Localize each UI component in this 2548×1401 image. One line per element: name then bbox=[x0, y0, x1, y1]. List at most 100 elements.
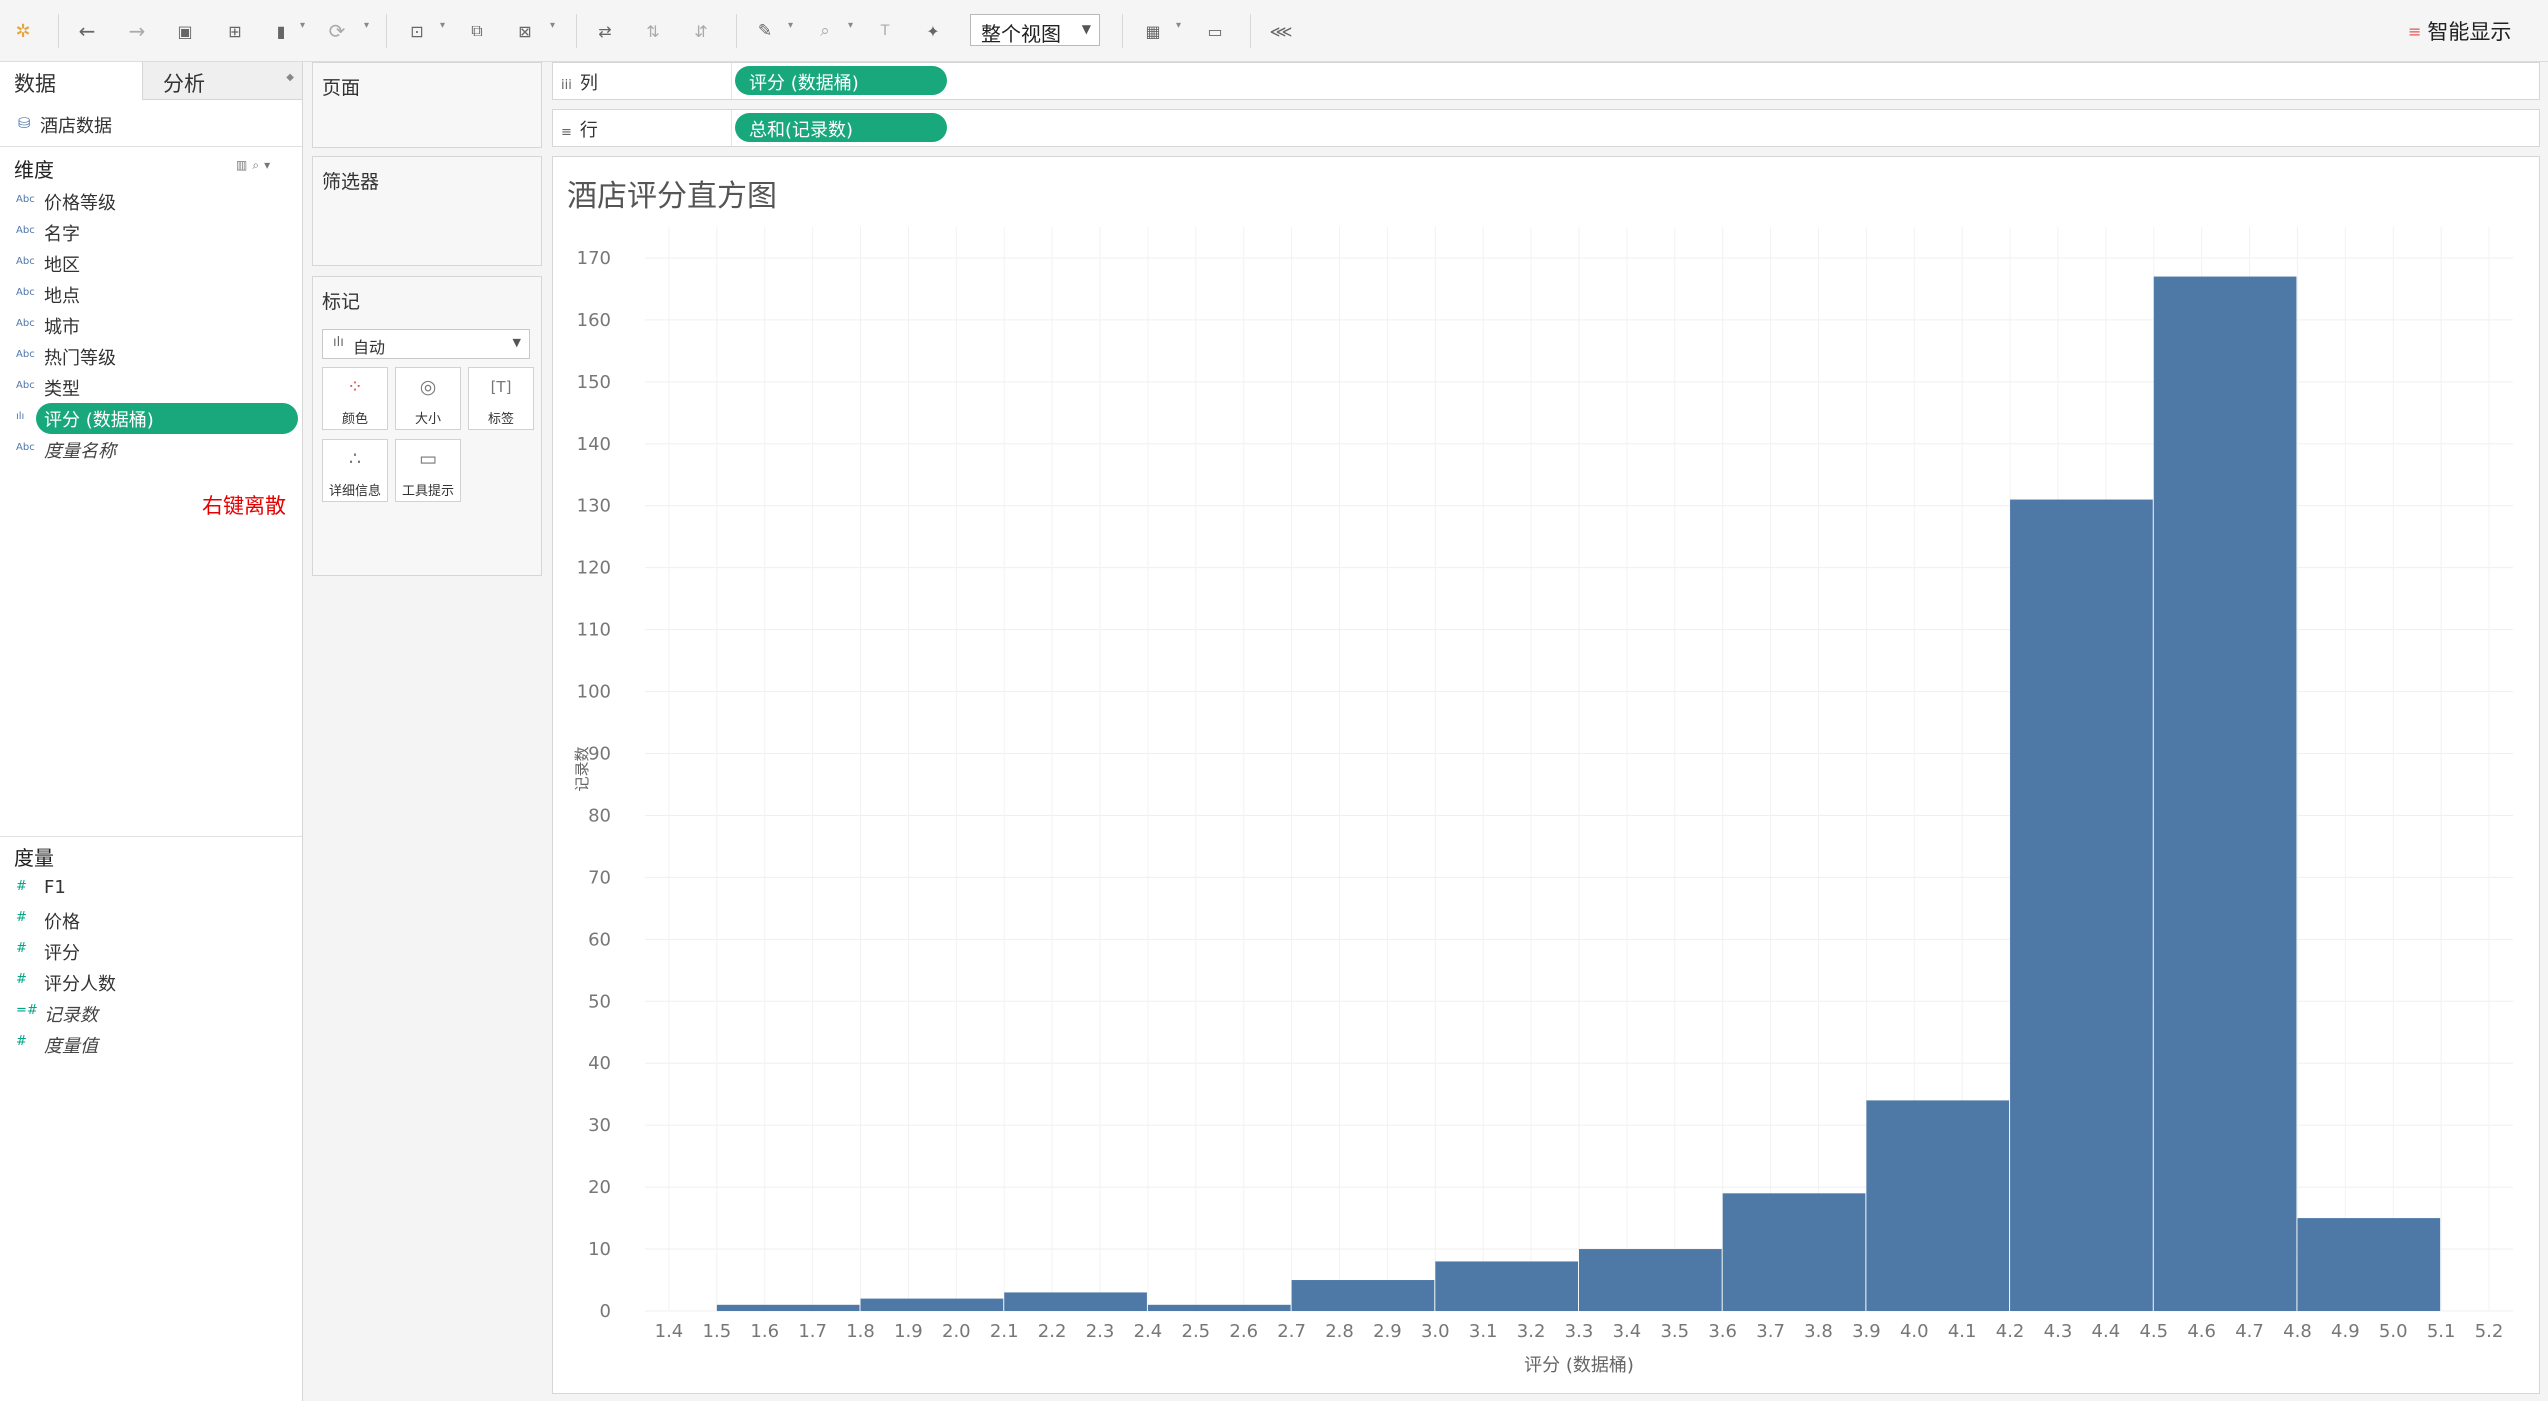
refresh-caret-icon[interactable]: ▾ bbox=[364, 20, 370, 31]
show-cards-caret-icon[interactable]: ▾ bbox=[1176, 20, 1182, 31]
pause-caret-icon[interactable]: ▾ bbox=[300, 20, 306, 31]
tableau-logo-icon[interactable]: ✲ bbox=[15, 20, 31, 42]
columns-shelf-label: iii 列 bbox=[561, 69, 606, 95]
measure-field[interactable]: # 评分人数 bbox=[0, 967, 302, 998]
tab-collapse-icon[interactable]: ◆ bbox=[286, 72, 294, 83]
filters-card[interactable]: 筛选器 bbox=[312, 156, 542, 266]
histogram-bar[interactable] bbox=[2153, 276, 2297, 1311]
highlight-icon[interactable]: ✎ bbox=[757, 21, 773, 41]
new-sheet-caret-icon[interactable]: ▾ bbox=[440, 20, 446, 31]
histogram-bar[interactable] bbox=[1866, 1100, 2010, 1311]
tooltip-label: 工具提示 bbox=[401, 484, 454, 499]
group-icon[interactable]: ⌕ bbox=[820, 21, 830, 41]
fit-select[interactable]: 整个视图 ▼ bbox=[970, 14, 1100, 46]
measure-field[interactable]: # 价格 bbox=[0, 905, 302, 936]
histogram-bar[interactable] bbox=[1722, 1193, 1866, 1311]
measure-field[interactable]: # 度量值 bbox=[0, 1029, 302, 1060]
rows-shelf[interactable]: ≡ 行 总和(记录数) bbox=[552, 109, 2540, 147]
dimension-field[interactable]: Abc 度量名称 bbox=[0, 434, 302, 465]
x-tick-label: 2.1 bbox=[990, 1321, 1019, 1342]
dimension-field-selected[interactable]: ılı 评分 (数据桶) bbox=[16, 403, 298, 434]
histogram-bar[interactable] bbox=[2010, 499, 2153, 1311]
annotation-note: 右键离散 bbox=[202, 494, 286, 518]
tab-analysis[interactable]: 分析 ◆ bbox=[142, 62, 302, 100]
group-caret-icon[interactable]: ▾ bbox=[848, 20, 854, 31]
histogram-bar[interactable] bbox=[1147, 1304, 1291, 1311]
label-button[interactable]: [T] 标签 bbox=[468, 367, 534, 430]
color-button[interactable]: ⁘ 颜色 bbox=[322, 367, 388, 430]
dimension-field[interactable]: Abc 热门等级 bbox=[0, 341, 302, 372]
new-sheet-icon[interactable]: ⊡ bbox=[410, 21, 424, 41]
redo-icon[interactable]: → bbox=[128, 19, 146, 43]
presentation-icon[interactable]: ▭ bbox=[1207, 21, 1223, 41]
dimension-field[interactable]: Abc 价格等级 bbox=[0, 186, 302, 217]
undo-icon[interactable]: ← bbox=[78, 19, 96, 43]
detail-button[interactable]: ∴ 详细信息 bbox=[322, 439, 388, 502]
highlight-caret-icon[interactable]: ▾ bbox=[788, 20, 794, 31]
y-tick-label: 140 bbox=[577, 434, 611, 455]
measure-field[interactable]: # F1 bbox=[0, 874, 302, 905]
bar-chart-icon: ılı bbox=[333, 335, 344, 350]
size-button[interactable]: ◎ 大小 bbox=[395, 367, 461, 430]
refresh-icon[interactable]: ⟳ bbox=[328, 19, 346, 43]
pane-divider[interactable] bbox=[0, 836, 302, 837]
histogram-bar[interactable] bbox=[2297, 1218, 2441, 1311]
datasource-item[interactable]: ⛁ 酒店数据 bbox=[0, 102, 302, 147]
pages-card[interactable]: 页面 bbox=[312, 62, 542, 148]
share-icon[interactable]: ⋘ bbox=[1269, 21, 1293, 41]
histogram-bar[interactable] bbox=[1435, 1261, 1578, 1311]
pause-icon[interactable]: ▮ bbox=[276, 21, 286, 41]
y-tick-label: 90 bbox=[588, 744, 611, 765]
x-axis-title[interactable]: 评分 (数据桶) bbox=[1524, 1355, 1634, 1376]
new-datasource-icon[interactable]: ⊞ bbox=[228, 21, 242, 41]
view-title[interactable]: 酒店评分直方图 bbox=[567, 179, 777, 214]
histogram-chart[interactable]: 0 10 20 30 40 50 60 70 80 90 100 110 120 130 140 150 160… bbox=[553, 157, 2539, 1393]
view-area[interactable]: 酒店评分直方图 0 10 20 30 40 50 60 70 80 90 100 110 120 130 1… bbox=[552, 156, 2540, 1394]
mark-type-select[interactable]: ılı 自动 ▼ bbox=[322, 329, 530, 359]
string-type-icon: Abc bbox=[16, 349, 35, 360]
tooltip-button[interactable]: ▭ 工具提示 bbox=[395, 439, 461, 502]
clear-icon[interactable]: ⊠ bbox=[518, 21, 532, 41]
histogram-bar[interactable] bbox=[860, 1298, 1004, 1311]
y-axis-title[interactable]: 记录数 bbox=[573, 746, 591, 791]
measure-field[interactable]: # 评分 bbox=[0, 936, 302, 967]
grid-icon[interactable]: ▥ bbox=[236, 158, 253, 172]
field-name: 价格 bbox=[44, 912, 80, 933]
x-tick-label: 4.1 bbox=[1948, 1321, 1977, 1342]
sort-desc-icon[interactable]: ⇵ bbox=[694, 21, 708, 41]
rows-pill[interactable]: 总和(记录数) bbox=[735, 113, 947, 142]
tab-data[interactable]: 数据 bbox=[0, 62, 142, 100]
show-cards-icon[interactable]: ▦ bbox=[1145, 21, 1161, 41]
tab-analysis-label: 分析 bbox=[163, 72, 205, 96]
dimension-field[interactable]: Abc 地点 bbox=[0, 279, 302, 310]
pin-icon[interactable]: ✦ bbox=[926, 21, 940, 41]
swap-icon[interactable]: ⇄ bbox=[598, 21, 612, 41]
save-icon[interactable]: ▣ bbox=[177, 21, 193, 41]
menu-caret-icon[interactable]: ▾ bbox=[264, 158, 276, 172]
label-icon[interactable]: T bbox=[880, 23, 890, 39]
dimension-tools[interactable]: ▥⌕▾ bbox=[236, 158, 275, 173]
dimension-field[interactable]: Abc 城市 bbox=[0, 310, 302, 341]
histogram-bar[interactable] bbox=[1004, 1292, 1147, 1311]
columns-label: 列 bbox=[579, 73, 598, 94]
columns-shelf[interactable]: iii 列 评分 (数据桶) bbox=[552, 62, 2540, 100]
dimension-field[interactable]: Abc 类型 bbox=[0, 372, 302, 403]
dimension-field[interactable]: Abc 名字 bbox=[0, 217, 302, 248]
measure-field[interactable]: =# 记录数 bbox=[0, 998, 302, 1029]
histogram-bar[interactable] bbox=[716, 1304, 860, 1311]
toolbar-separator bbox=[386, 14, 387, 48]
x-tick-label: 3.6 bbox=[1708, 1321, 1737, 1342]
clear-caret-icon[interactable]: ▾ bbox=[550, 20, 556, 31]
duplicate-icon[interactable]: ⧉ bbox=[471, 21, 483, 40]
smart-show-button[interactable]: ≡ 智能显示 bbox=[2408, 16, 2511, 46]
histogram-bar[interactable] bbox=[1579, 1249, 1722, 1311]
histogram-bar[interactable] bbox=[1291, 1280, 1435, 1311]
search-icon[interactable]: ⌕ bbox=[252, 158, 265, 172]
smart-show-label: 智能显示 bbox=[2427, 20, 2512, 44]
sort-asc-icon[interactable]: ⇅ bbox=[646, 21, 660, 41]
chevron-down-icon: ▼ bbox=[512, 336, 521, 349]
y-tick-label: 150 bbox=[577, 372, 611, 393]
columns-pill[interactable]: 评分 (数据桶) bbox=[735, 66, 947, 95]
y-tick-label: 60 bbox=[588, 929, 611, 950]
dimension-field[interactable]: Abc 地区 bbox=[0, 248, 302, 279]
